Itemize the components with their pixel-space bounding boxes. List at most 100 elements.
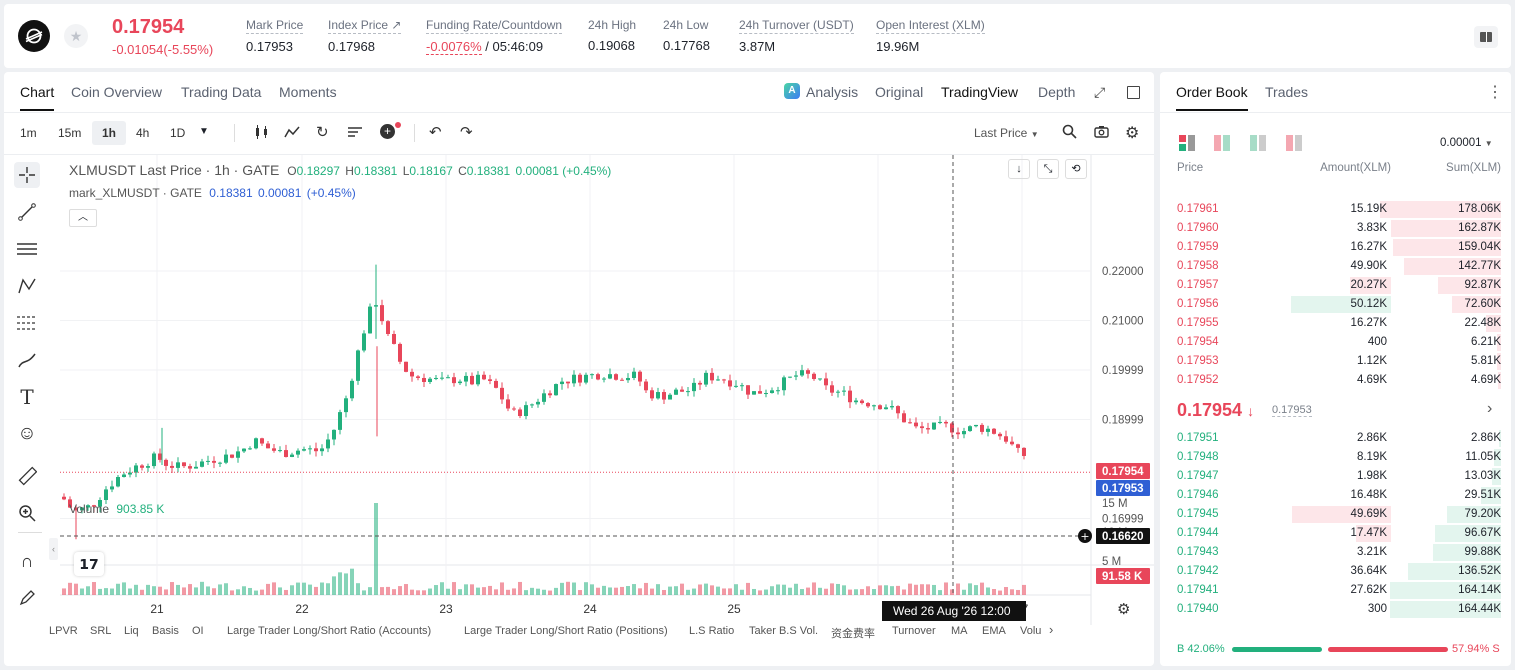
analysis-icon[interactable]: A (784, 83, 800, 99)
replay-icon[interactable]: ↻ (316, 124, 329, 141)
bid-row[interactable]: 0.17951 2.86K 2.86K (1160, 429, 1511, 448)
text-tool-icon[interactable]: T (20, 385, 34, 409)
magnet-tool-icon[interactable]: ∩ (20, 550, 34, 571)
indicator-ema[interactable]: EMA (982, 625, 1006, 637)
zoom-in-tool-icon[interactable] (14, 500, 40, 526)
indicator-volume[interactable]: Volu (1020, 625, 1042, 637)
crosshair-tool-icon[interactable] (14, 162, 40, 188)
bid-row[interactable]: 0.17947 1.98K 13.03K (1160, 467, 1511, 486)
emoji-tool-icon[interactable]: ☺ (17, 423, 37, 444)
indicator-lt-positions[interactable]: Large Trader Long/Short Ratio (Positions… (464, 625, 668, 637)
view-depth[interactable]: Depth (1038, 84, 1076, 100)
indicator-basis[interactable]: Basis (152, 625, 179, 637)
bid-row[interactable]: 0.17941 27.62K 164.14K (1160, 581, 1511, 600)
indicator-oi[interactable]: OI (192, 625, 204, 637)
indicators-icon[interactable] (284, 125, 300, 142)
ask-row[interactable]: 0.17961 15.19K 178.06K (1160, 200, 1511, 219)
indicator-ls-ratio[interactable]: L.S Ratio (689, 625, 735, 637)
analysis-button[interactable]: Analysis (806, 84, 859, 100)
interval-dropdown-icon[interactable]: ▼ (199, 126, 209, 137)
indicator-lt-accounts[interactable]: Large Trader Long/Short Ratio (Accounts) (227, 625, 432, 637)
window-icon[interactable] (1127, 86, 1140, 99)
add-indicator-icon[interactable]: + (380, 124, 395, 139)
indicator-lpvr[interactable]: LPVR (49, 625, 78, 637)
ask-row[interactable]: 0.17958 49.90K 142.77K (1160, 257, 1511, 276)
interval-1m[interactable]: 1m (20, 126, 37, 140)
favorite-star-icon[interactable]: ★ (64, 24, 88, 48)
brush-tool-icon[interactable] (14, 347, 40, 373)
expand-icon[interactable]: ⤢ (1094, 84, 1106, 100)
tab-trading-data[interactable]: Trading Data (181, 84, 262, 100)
ask-price: 0.17959 (1177, 241, 1219, 253)
ask-row[interactable]: 0.17955 16.27K 22.48K (1160, 314, 1511, 333)
ask-row[interactable]: 0.17959 16.27K 159.04K (1160, 238, 1511, 257)
candle-type-icon[interactable] (254, 125, 270, 142)
tradingview-logo[interactable]: 𝟭𝟳 (74, 552, 104, 576)
bid-row[interactable]: 0.17942 36.64K 136.52K (1160, 562, 1511, 581)
templates-icon[interactable] (347, 125, 363, 142)
bid-row[interactable]: 0.17945 49.69K 79.20K (1160, 505, 1511, 524)
tab-coin-overview[interactable]: Coin Overview (71, 84, 163, 100)
ask-row[interactable]: 0.17954 400 6.21K (1160, 333, 1511, 352)
ask-row[interactable]: 0.17952 4.69K 4.69K (1160, 371, 1511, 390)
pencil-tool-icon[interactable] (14, 585, 40, 611)
precision-select[interactable]: 0.00001 ▼ (1440, 137, 1493, 149)
more-options-icon[interactable]: ⋮ (1487, 84, 1503, 101)
indicator-scroll-right-icon[interactable]: › (1049, 622, 1054, 637)
view-original[interactable]: Original (875, 84, 924, 100)
bid-row[interactable]: 0.17946 16.48K 29.51K (1160, 486, 1511, 505)
interval-1h[interactable]: 1h (92, 121, 127, 145)
indicator-turnover[interactable]: Turnover (892, 625, 936, 637)
bid-row[interactable]: 0.17940 300 164.44K (1160, 600, 1511, 619)
camera-icon[interactable] (1094, 125, 1109, 141)
horizontal-lines-tool-icon[interactable] (14, 236, 40, 262)
book-icon[interactable] (1474, 26, 1498, 48)
volume-bar (530, 587, 534, 595)
ruler-tool-icon[interactable] (14, 463, 40, 489)
indicator-taker-vol[interactable]: Taker B.S Vol. (749, 625, 819, 637)
view-tradingview[interactable]: TradingView (941, 84, 1019, 100)
tab-trades[interactable]: Trades (1265, 84, 1309, 100)
interval-4h[interactable]: 4h (136, 126, 150, 140)
ask-row[interactable]: 0.17953 1.12K 5.81K (1160, 352, 1511, 371)
indicator-funding-rate[interactable]: 资金费率 (831, 628, 875, 640)
tab-chart[interactable]: Chart (20, 84, 55, 111)
pattern-tool-icon[interactable] (14, 273, 40, 299)
legend-collapse-button[interactable]: ︿ (69, 209, 97, 227)
bid-row[interactable]: 0.17948 8.19K 11.05K (1160, 448, 1511, 467)
redo-icon[interactable]: ↷ (460, 124, 473, 141)
ask-row[interactable]: 0.17956 50.12K 72.60K (1160, 295, 1511, 314)
view-asks-icon[interactable] (1286, 135, 1302, 154)
ask-row[interactable]: 0.17957 20.27K 92.87K (1160, 276, 1511, 295)
fib-tool-icon[interactable] (14, 310, 40, 336)
reset-chart-icon[interactable]: ⟲ (1065, 159, 1087, 179)
settings-gear-icon[interactable]: ⚙ (1125, 125, 1140, 142)
scroll-down-icon[interactable]: ↓ (1008, 159, 1030, 179)
ask-row[interactable]: 0.17960 3.83K 162.87K (1160, 219, 1511, 238)
bid-row[interactable]: 0.17944 17.47K 96.67K (1160, 524, 1511, 543)
time-settings-icon[interactable]: ⚙ (1117, 601, 1131, 618)
ob-mid-price[interactable]: 0.17954 ↓ (1177, 400, 1255, 420)
view-bids-icon[interactable] (1250, 135, 1266, 154)
indicator-ma[interactable]: MA (951, 625, 968, 637)
interval-1d[interactable]: 1D (170, 126, 186, 140)
undo-icon[interactable]: ↶ (429, 124, 442, 141)
stat-index-price[interactable]: Index Price ↗ 0.17968 (328, 18, 402, 54)
trend-line-tool-icon[interactable] (14, 199, 40, 225)
view-both-alt-icon[interactable] (1214, 135, 1230, 154)
candle-body (626, 377, 630, 381)
indicator-srl[interactable]: SRL (90, 625, 112, 637)
bid-row[interactable]: 0.17943 3.21K 99.88K (1160, 543, 1511, 562)
indicator-liq[interactable]: Liq (124, 625, 139, 637)
view-both-icon[interactable] (1179, 135, 1195, 154)
interval-15m[interactable]: 15m (58, 126, 82, 140)
search-icon[interactable] (1062, 124, 1077, 142)
collapse-tools-handle[interactable]: ‹ (49, 538, 58, 560)
chevron-right-icon[interactable]: › (1487, 400, 1493, 417)
tab-order-book[interactable]: Order Book (1176, 84, 1248, 111)
price-type-select[interactable]: Last Price ▼ (974, 126, 1039, 140)
tab-moments[interactable]: Moments (279, 84, 337, 100)
fit-screen-icon[interactable]: ⤡ (1037, 159, 1059, 179)
external-link-icon[interactable]: ↗ (391, 18, 402, 32)
